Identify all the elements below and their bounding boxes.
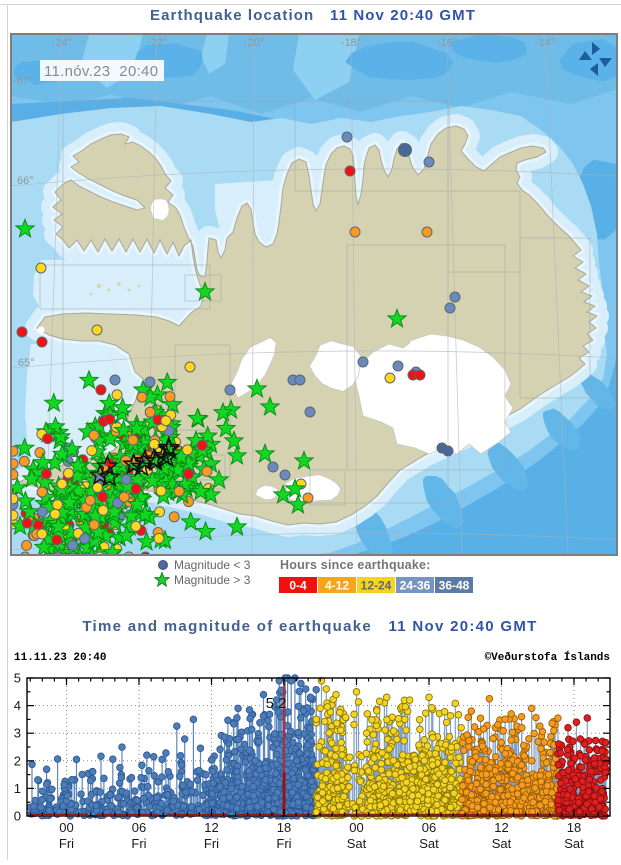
svg-text:65°: 65°: [18, 357, 35, 369]
svg-text:Sat: Sat: [564, 836, 584, 851]
svg-text:12-24: 12-24: [361, 579, 392, 593]
svg-text:12: 12: [494, 820, 508, 835]
svg-text:11.nóv.23 20:40: 11.nóv.23 20:40: [44, 63, 158, 80]
svg-text:Fri: Fri: [131, 836, 146, 851]
svg-text:Hours since earthquake:: Hours since earthquake:: [280, 558, 430, 572]
svg-text:0: 0: [14, 809, 21, 824]
svg-text:66°: 66°: [17, 175, 34, 187]
svg-text:18: 18: [277, 820, 291, 835]
svg-text:-20°: -20°: [244, 37, 264, 49]
svg-text:4-12: 4-12: [325, 579, 349, 593]
svg-text:-67°: -67°: [13, 75, 33, 87]
svg-text:12: 12: [204, 820, 218, 835]
svg-text:4: 4: [14, 698, 21, 713]
svg-text:Magnitude < 3: Magnitude < 3: [174, 558, 251, 572]
svg-text:Fri: Fri: [59, 836, 74, 851]
svg-text:5.2: 5.2: [266, 695, 287, 712]
svg-text:36-48: 36-48: [439, 579, 470, 593]
svg-text:3: 3: [14, 726, 21, 741]
svg-text:11.11.23 20:40: 11.11.23 20:40: [14, 652, 106, 664]
svg-text:-18°: -18°: [341, 37, 361, 49]
svg-text:2: 2: [14, 753, 21, 768]
svg-text:Magnitude > 3: Magnitude > 3: [174, 573, 251, 587]
svg-text:Fri: Fri: [204, 836, 219, 851]
svg-text:06: 06: [422, 820, 436, 835]
svg-text:Time and magnitude of earthqua: Time and magnitude of earthquake 11 Nov …: [82, 618, 537, 635]
svg-text:-14°: -14°: [535, 37, 555, 49]
svg-text:©Veðurstofa Íslands: ©Veðurstofa Íslands: [485, 650, 610, 664]
svg-text:06: 06: [132, 820, 146, 835]
svg-text:Sat: Sat: [492, 836, 512, 851]
svg-text:-22°: -22°: [147, 37, 167, 49]
svg-text:-16°: -16°: [437, 37, 457, 49]
svg-text:1: 1: [14, 781, 21, 796]
svg-text:-24°: -24°: [52, 37, 72, 49]
svg-text:18: 18: [567, 820, 581, 835]
svg-text:00: 00: [59, 820, 73, 835]
svg-text:24-36: 24-36: [400, 579, 431, 593]
svg-text:Sat: Sat: [419, 836, 439, 851]
svg-text:00: 00: [349, 820, 363, 835]
svg-text:0-4: 0-4: [289, 579, 307, 593]
svg-text:Earthquake location 11 Nov 2: Earthquake location 11 Nov 20:40 GMT: [150, 7, 476, 24]
svg-text:5: 5: [14, 671, 21, 686]
svg-text:Sat: Sat: [347, 836, 367, 851]
svg-text:Fri: Fri: [276, 836, 291, 851]
